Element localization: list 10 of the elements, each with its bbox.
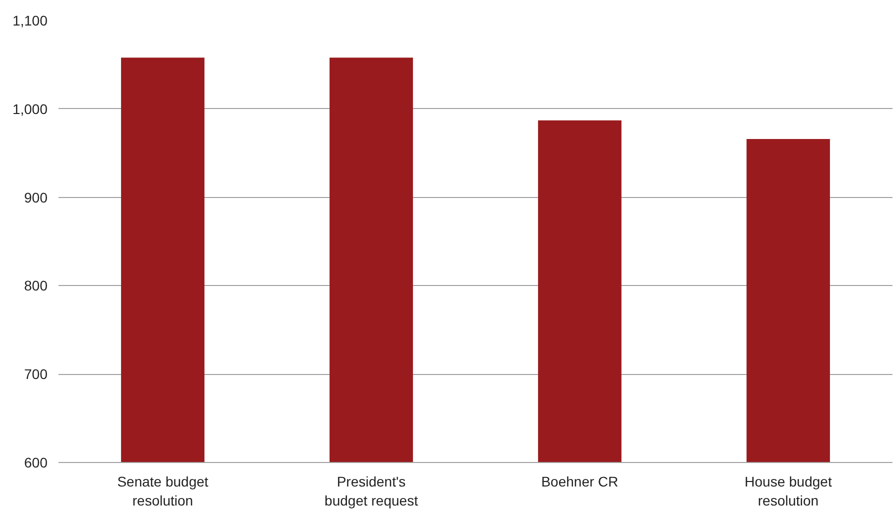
- y-tick-label: 600: [24, 454, 48, 470]
- y-tick-label: 1,100: [12, 12, 48, 28]
- y-tick-label: 1,000: [12, 100, 48, 117]
- y-tick-label: 900: [24, 189, 48, 206]
- x-tick-label: Boehner CR: [541, 474, 618, 490]
- y-tick-label: 800: [24, 278, 48, 294]
- x-tick-label: Senate budget resolution: [117, 474, 208, 509]
- x-tick-label: President's budget request: [324, 474, 418, 509]
- x-tick-label: House budget resolution: [744, 474, 832, 509]
- y-tick-label: 700: [24, 366, 48, 382]
